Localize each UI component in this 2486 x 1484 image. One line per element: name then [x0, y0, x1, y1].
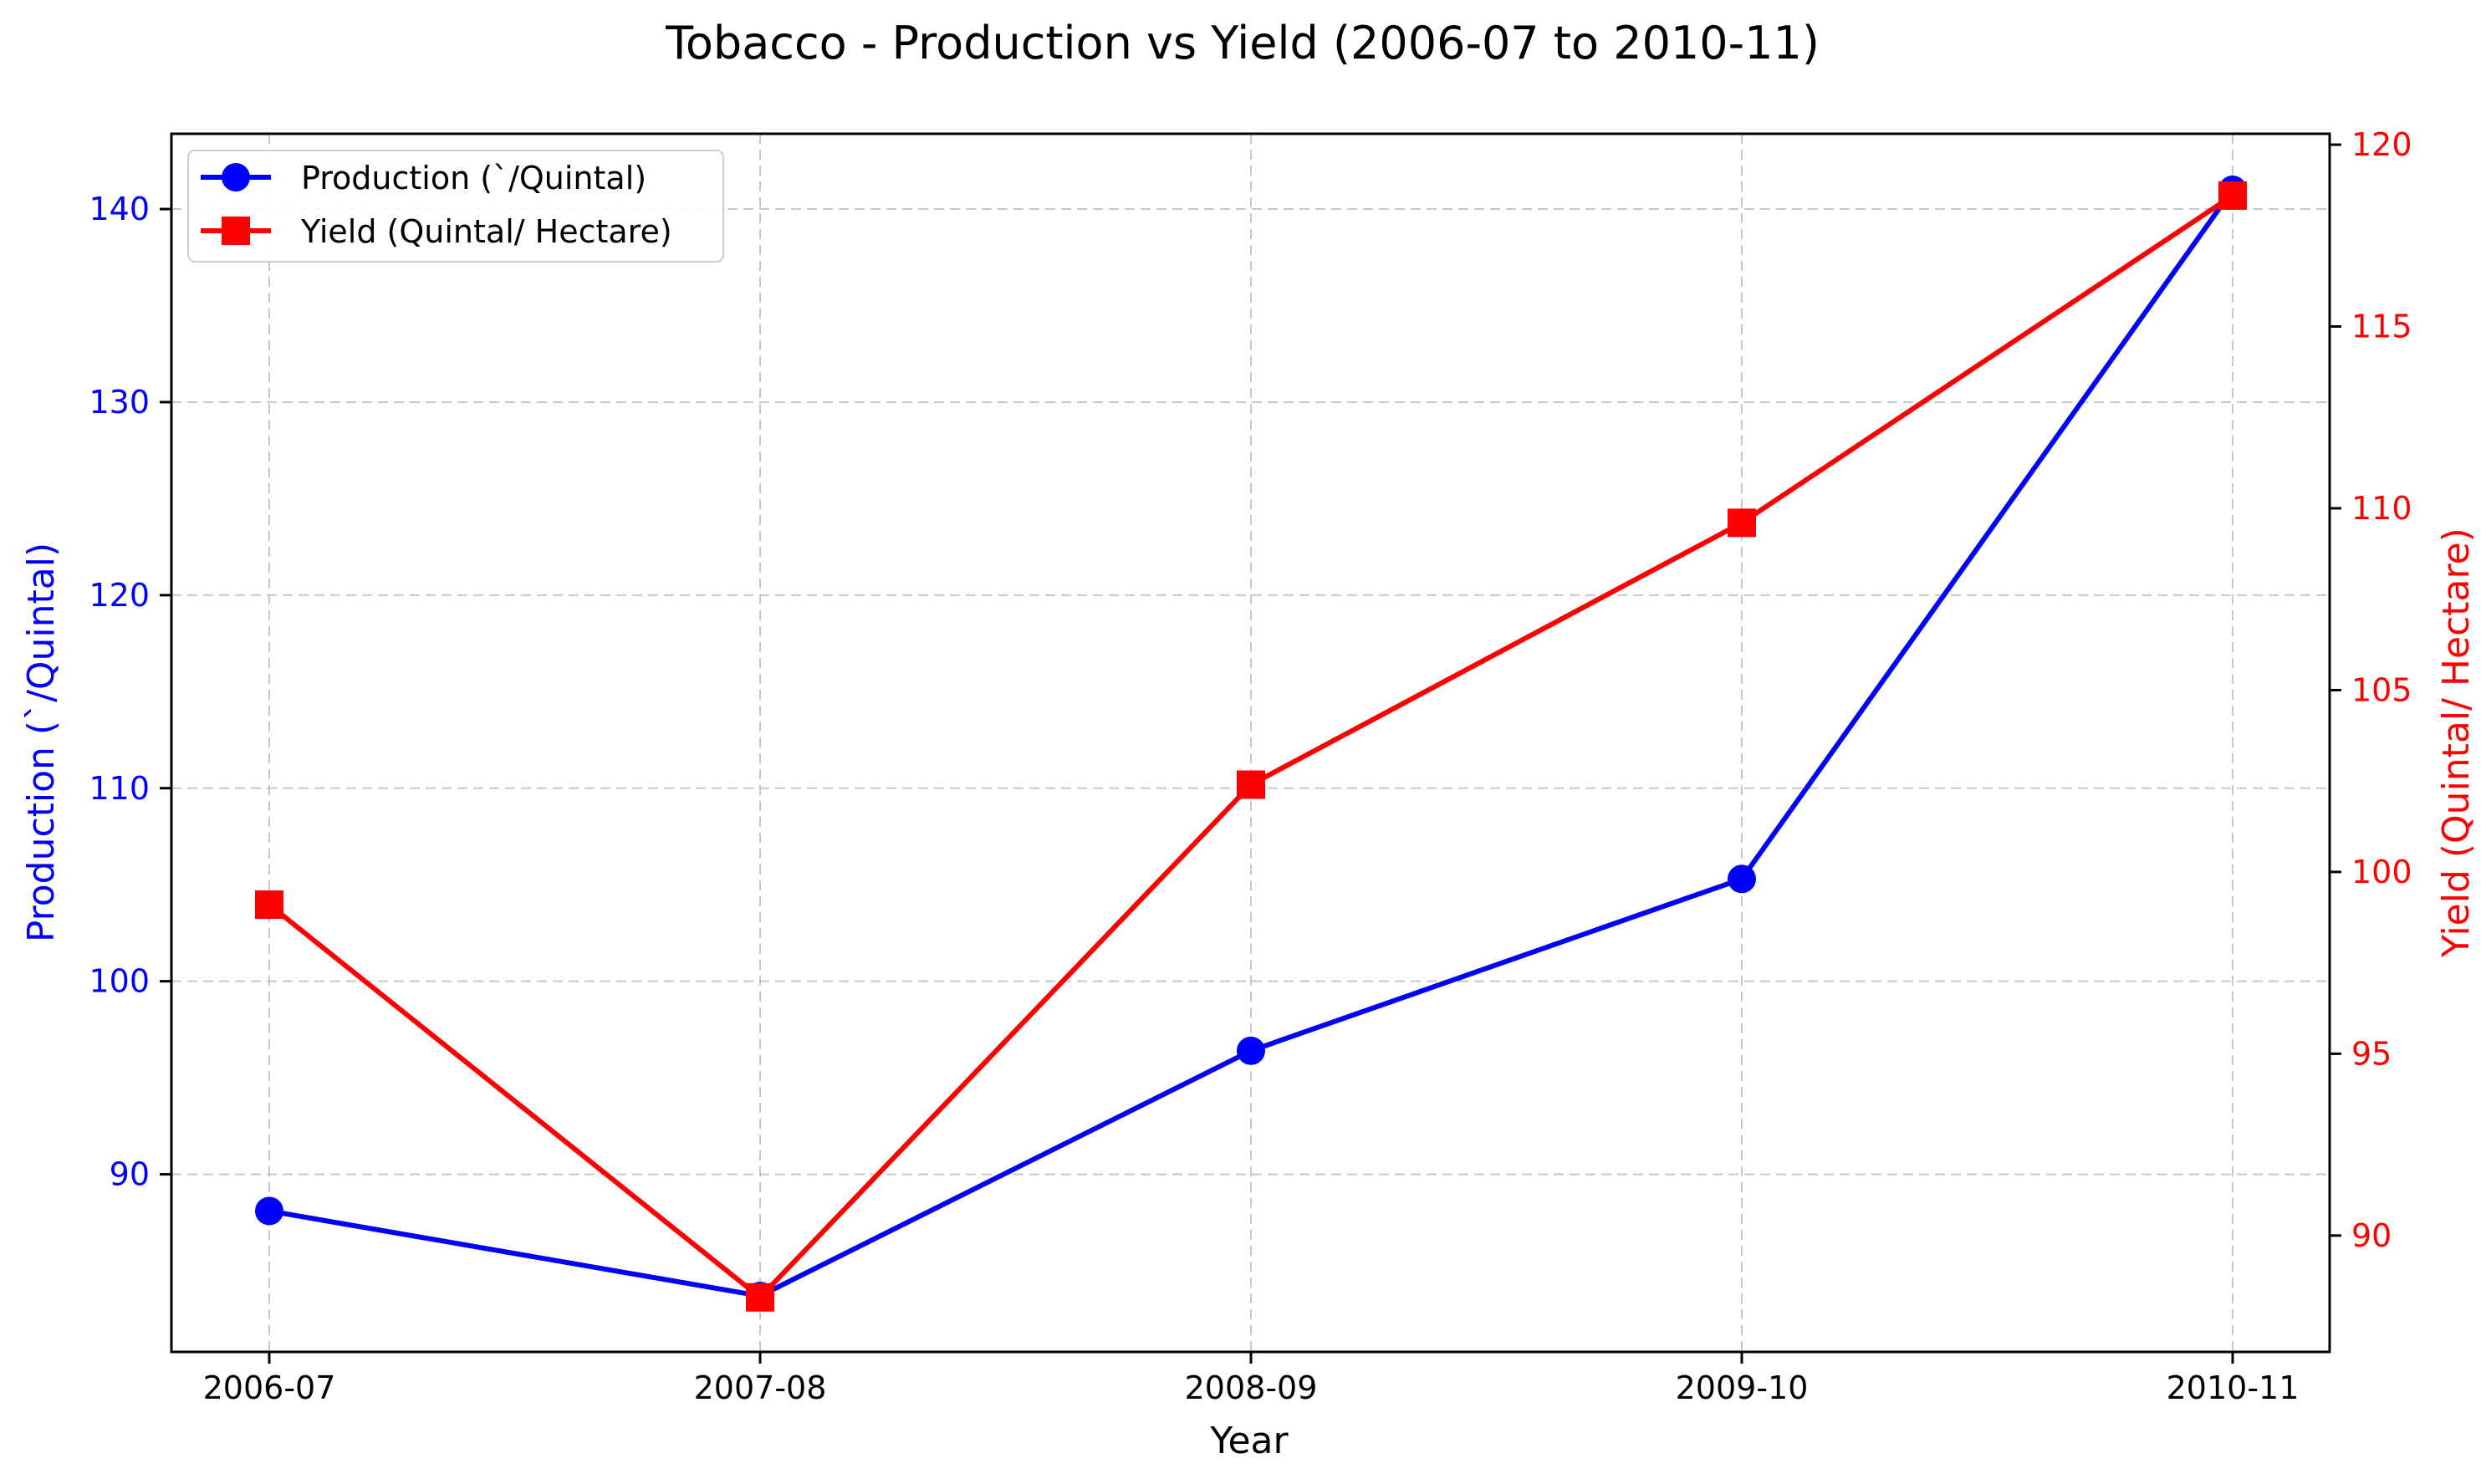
- y-axis-right-label: Yield (Quintal/ Hectare): [2435, 528, 2478, 958]
- x-tick-label: 2009-10: [1676, 1369, 1809, 1406]
- y-left-tick-label: 120: [89, 577, 150, 614]
- data-point-yield: [746, 1283, 774, 1312]
- y-left-tick-label: 90: [110, 1156, 150, 1193]
- y-left-tick-label: 100: [89, 963, 150, 1000]
- y-axis-right-ticks: 90 95 100 105 110 115 120: [2330, 126, 2412, 1254]
- data-point-production: [255, 1196, 283, 1226]
- legend: Production (`/Quintal) Yield (Quintal/ H…: [187, 150, 724, 263]
- data-point-production: [1728, 864, 1756, 894]
- y-axis-left-ticks: 90 100 110 120 130 140: [89, 191, 171, 1193]
- y-left-tick-label: 140: [89, 191, 150, 227]
- x-tick-label: 2006-07: [203, 1369, 336, 1406]
- chart-title: Tobacco - Production vs Yield (2006-07 t…: [665, 17, 1820, 69]
- legend-yield-label: Yield (Quintal/ Hectare): [300, 213, 672, 250]
- y-right-tick-label: 95: [2351, 1035, 2392, 1072]
- data-point-yield: [1237, 770, 1265, 799]
- legend-production-marker: [222, 163, 250, 191]
- legend-yield-marker: [222, 217, 250, 245]
- data-point-yield: [2218, 181, 2247, 210]
- x-axis-label: Year: [1209, 1420, 1289, 1462]
- data-point-yield: [1728, 508, 1756, 538]
- grid: [171, 134, 2330, 1352]
- data-point-production: [1237, 1036, 1265, 1065]
- y-right-tick-label: 100: [2351, 854, 2412, 890]
- y-left-tick-label: 110: [89, 770, 150, 807]
- y-axis-left-label: Production (`/Quintal): [20, 543, 63, 942]
- x-axis-ticks: 2006-07 2007-08 2008-09 2009-10 2010-11: [203, 1352, 2300, 1406]
- x-tick-label: 2010-11: [2167, 1369, 2300, 1406]
- legend-production-label: Production (`/Quintal): [301, 160, 646, 196]
- y-right-tick-label: 90: [2351, 1217, 2392, 1254]
- y-right-tick-label: 115: [2351, 309, 2412, 345]
- y-right-tick-label: 110: [2351, 490, 2412, 527]
- series: [255, 175, 2247, 1312]
- y-right-tick-label: 120: [2351, 126, 2412, 163]
- legend-box: [187, 150, 724, 263]
- data-point-yield: [255, 890, 283, 920]
- y-right-tick-label: 105: [2351, 671, 2412, 708]
- x-tick-label: 2007-08: [694, 1369, 827, 1406]
- x-tick-label: 2008-09: [1185, 1369, 1318, 1406]
- y-left-tick-label: 130: [89, 384, 150, 421]
